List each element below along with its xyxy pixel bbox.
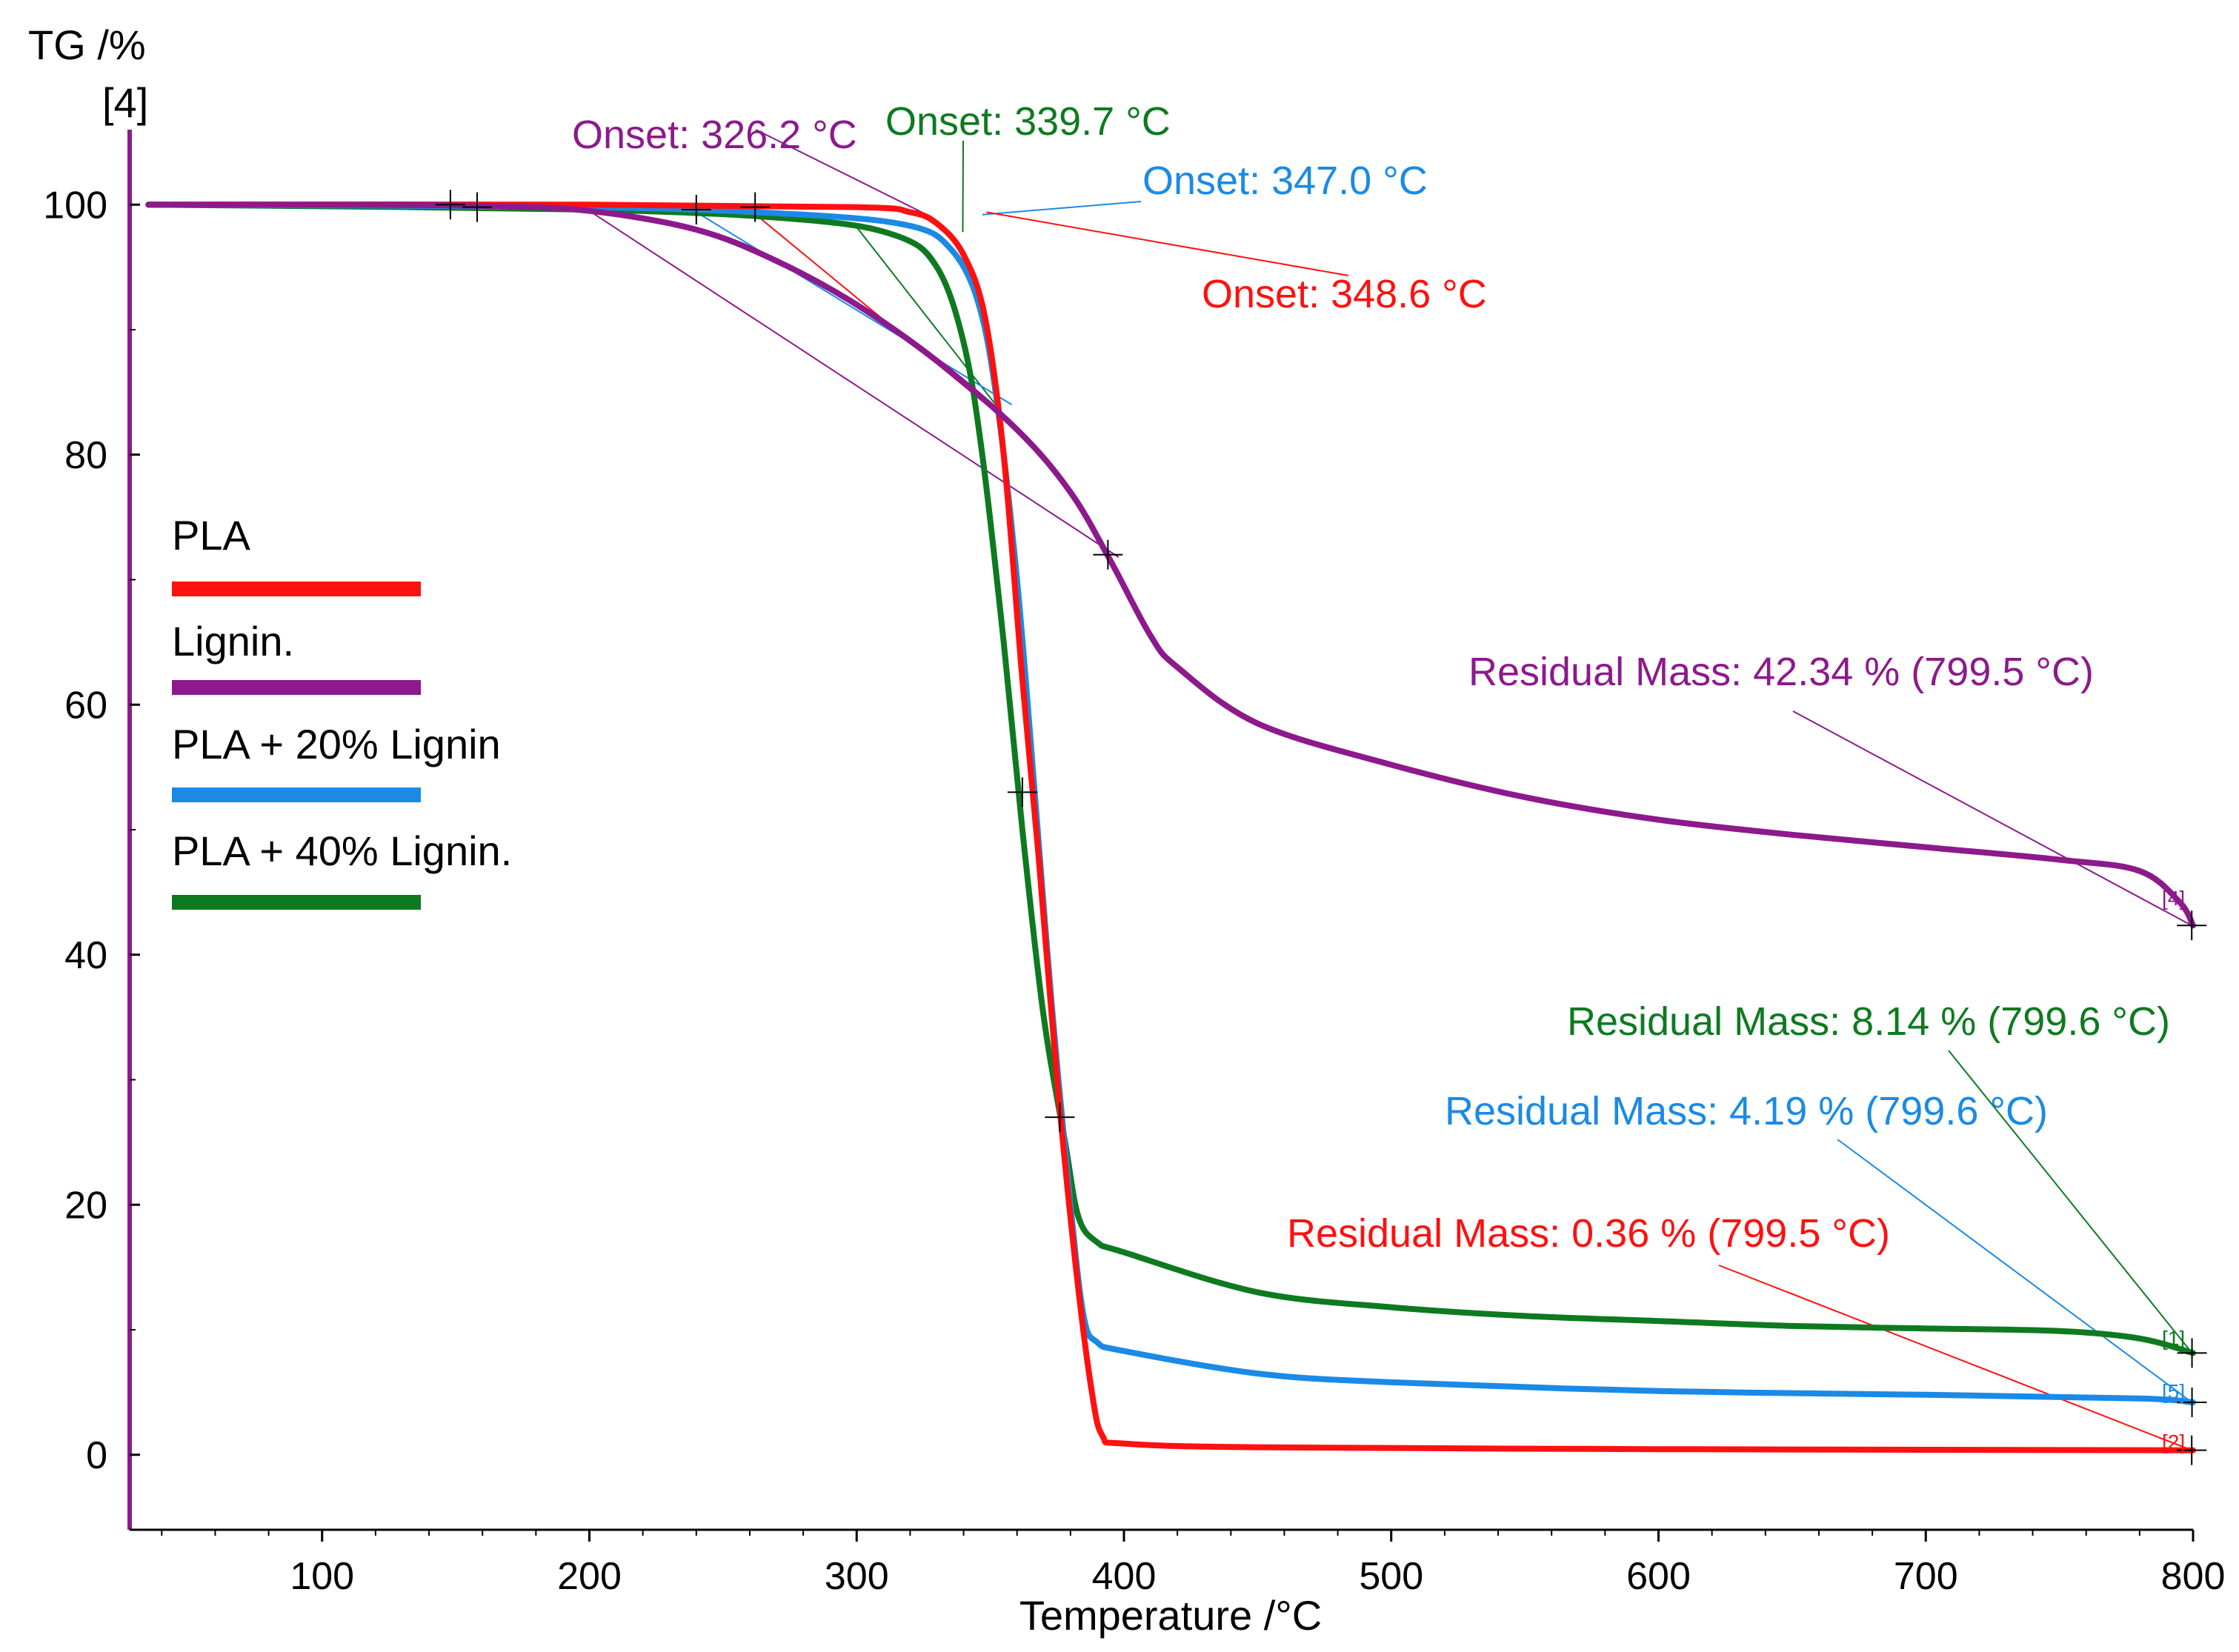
x-tick-label: 100 bbox=[290, 1555, 354, 1598]
leader-line bbox=[755, 129, 928, 216]
x-tick-label: 600 bbox=[1626, 1555, 1691, 1598]
x-axis-title: Temperature /°C bbox=[1019, 1592, 1322, 1639]
x-tick-label: 700 bbox=[1894, 1555, 1958, 1598]
y-axis-subtitle: [4] bbox=[102, 79, 148, 126]
legend-label-pla: PLA bbox=[172, 512, 250, 559]
x-tick-label: 300 bbox=[825, 1555, 889, 1598]
series-lines bbox=[145, 201, 2196, 1453]
residual-label-pla: Residual Mass: 0.36 % (799.5 °C) bbox=[1287, 1211, 1890, 1256]
series-line-lignin bbox=[145, 201, 2196, 929]
onset-label-pla20: Onset: 347.0 °C bbox=[1142, 159, 1428, 203]
onset-tangent-line bbox=[588, 210, 1120, 558]
leader-line bbox=[982, 201, 1142, 216]
leader-line bbox=[1948, 1050, 2193, 1354]
legend: PLA Lignin. PLA + 20% Lignin PLA + 40% L… bbox=[172, 512, 512, 910]
tag-pla: [2] bbox=[2162, 1430, 2185, 1453]
leader-line bbox=[962, 140, 964, 233]
annotations: Onset: 326.2 °C Onset: 339.7 °C Onset: 3… bbox=[572, 99, 2170, 1256]
onset-label-lignin: Onset: 326.2 °C bbox=[572, 113, 857, 157]
x-tick-label: 800 bbox=[2161, 1555, 2226, 1598]
leader-line bbox=[1718, 1265, 2192, 1451]
y-tick-label: 80 bbox=[64, 434, 107, 477]
leader-line bbox=[1837, 1139, 2193, 1403]
tag-lignin: [4] bbox=[2162, 887, 2185, 910]
legend-swatch-pla bbox=[172, 582, 421, 596]
leader-line bbox=[1792, 710, 2192, 927]
y-axis-title: TG /% bbox=[28, 21, 146, 68]
residual-label-lignin: Residual Mass: 42.34 % (799.5 °C) bbox=[1468, 650, 2094, 694]
curve-tags: [4] [1] [5] [2] bbox=[2162, 887, 2185, 1453]
x-tick-label: 200 bbox=[557, 1555, 622, 1598]
residual-label-pla20: Residual Mass: 4.19 % (799.6 °C) bbox=[1445, 1089, 2048, 1133]
series-line-pla bbox=[145, 201, 2196, 1453]
y-tick-label: 20 bbox=[64, 1184, 107, 1227]
x-ticks: 100 200 300 400 500 600 700 800 bbox=[161, 1530, 2226, 1598]
leader-line bbox=[986, 211, 1349, 276]
legend-label-pla20: PLA + 20% Lignin bbox=[172, 721, 501, 767]
tag-pla20: [5] bbox=[2162, 1380, 2185, 1403]
legend-label-pla40: PLA + 40% Lignin. bbox=[172, 827, 512, 874]
x-tick-label: 500 bbox=[1359, 1555, 1423, 1598]
legend-swatch-pla40 bbox=[172, 895, 421, 910]
onset-label-pla: Onset: 348.6 °C bbox=[1202, 272, 1487, 316]
y-tick-label: 0 bbox=[86, 1434, 107, 1477]
y-ticks: 0 20 40 60 80 100 bbox=[43, 184, 140, 1477]
legend-label-lignin: Lignin. bbox=[172, 618, 294, 665]
residual-label-pla40: Residual Mass: 8.14 % (799.6 °C) bbox=[1567, 999, 2170, 1044]
onset-tangent-line bbox=[696, 211, 1013, 406]
y-tick-label: 100 bbox=[43, 184, 107, 227]
y-tick-label: 60 bbox=[64, 684, 107, 727]
x-tick-label: 400 bbox=[1092, 1555, 1157, 1598]
legend-swatch-lignin bbox=[172, 680, 421, 695]
y-tick-label: 40 bbox=[64, 934, 107, 977]
legend-swatch-pla20 bbox=[172, 787, 421, 802]
annotation-leader-lines bbox=[588, 129, 2193, 1451]
onset-label-pla40: Onset: 339.7 °C bbox=[885, 99, 1171, 144]
tag-pla40: [1] bbox=[2162, 1327, 2185, 1350]
curve-markers bbox=[435, 190, 2207, 1465]
